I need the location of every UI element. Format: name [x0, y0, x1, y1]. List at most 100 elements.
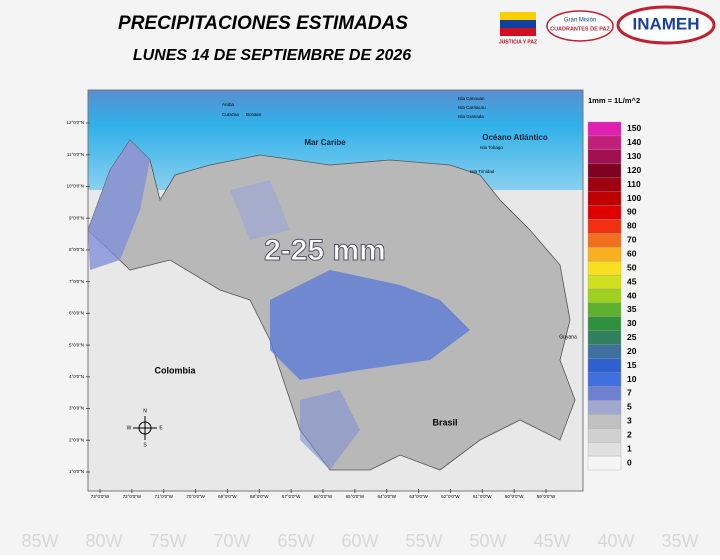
lat-tick-label: 2°0'0"N — [69, 437, 84, 442]
legend-label: 20 — [627, 346, 637, 356]
legend-label: 90 — [627, 207, 637, 217]
background-label: 45W — [533, 531, 570, 551]
legend-label: 2 — [627, 429, 632, 439]
legend-label: 30 — [627, 318, 637, 328]
lon-tick-label: 64°0'0"W — [377, 494, 396, 499]
island-label: Isla Canouan — [458, 96, 485, 101]
background-label: 35W — [661, 531, 698, 551]
country-label: Brasil — [432, 417, 457, 427]
legend-swatch — [587, 233, 622, 248]
legend-swatch — [587, 274, 622, 290]
logo-text: JUSTICIA Y PAZ — [499, 39, 537, 45]
compass-label: S — [143, 442, 147, 448]
legend-swatch — [587, 372, 622, 387]
compass: N E S W — [127, 408, 164, 448]
legend-label: 100 — [627, 193, 641, 203]
legend-label: 45 — [627, 276, 637, 286]
legend-label: 140 — [627, 137, 641, 147]
legend-swatch — [587, 121, 622, 137]
legend-label: 130 — [627, 151, 641, 161]
legend-label: 60 — [627, 248, 637, 258]
lat-tick-label: 5°0'0"N — [69, 342, 84, 347]
lon-tick-label: 63°0'0"W — [409, 494, 428, 499]
map-border — [87, 89, 584, 492]
legend-label: 50 — [627, 262, 637, 272]
island-label: Isla Tobago — [480, 145, 503, 150]
lon-tick-label: 62°0'0"W — [441, 494, 460, 499]
legend-swatch — [587, 344, 622, 359]
legend-swatch — [587, 302, 622, 318]
legend-label: 150 — [627, 123, 641, 133]
legend-label: 110 — [627, 179, 641, 189]
rain-area — [230, 180, 290, 240]
rain-area — [300, 390, 360, 470]
legend-swatch — [587, 177, 622, 192]
sea-label: Mar Caribe — [304, 138, 346, 147]
legend-label: 70 — [627, 235, 637, 245]
island-label: Aruba — [222, 102, 235, 107]
lat-tick-label: 10°0'0"N — [66, 184, 84, 189]
lat-tick-label: 7°0'0"N — [69, 279, 84, 284]
lat-tick-label: 6°0'0"N — [69, 311, 84, 316]
legend-swatch — [587, 261, 622, 276]
island-label: Bonaire — [246, 112, 262, 117]
lon-tick-label: 72°0'0"W — [123, 494, 142, 499]
legend-label: 25 — [627, 332, 637, 342]
date: LUNES 14 DE SEPTIEMBRE DE 2026 — [133, 47, 411, 64]
logo-ellipse — [546, 10, 614, 42]
logo-text: CUADRANTES DE PAZ — [550, 26, 610, 32]
logo-text: Gran Misión — [564, 18, 596, 24]
background-label: 75W — [149, 531, 186, 551]
legend-label: 7 — [627, 388, 632, 398]
lon-tick-label: 68°0'0"W — [250, 494, 269, 499]
lon-tick-label: 67°0'0"W — [282, 494, 301, 499]
legend-swatch — [587, 247, 622, 262]
background-label: 50W — [469, 531, 506, 551]
legend-swatch — [587, 219, 622, 234]
legend-swatch — [587, 205, 622, 220]
lon-tick-label: 73°0'0"W — [91, 494, 110, 499]
lat-tick-label: 12°0'0"N — [66, 120, 84, 125]
legend-swatch — [587, 414, 622, 429]
highlight-label: 2-25 mm — [264, 234, 386, 267]
background-label: 85W — [21, 531, 58, 551]
legend-label: 1 — [627, 443, 632, 453]
lon-tick-label: 59°0'0"W — [537, 494, 556, 499]
legend-swatch — [587, 316, 622, 331]
legend-swatch — [587, 149, 622, 164]
compass-label: N — [143, 408, 147, 414]
logo-text: INAMEH — [632, 14, 699, 33]
lon-tick-label: 66°0'0"W — [314, 494, 333, 499]
island-label: Isla Carriacou — [458, 105, 486, 110]
legend-label: 35 — [627, 304, 637, 314]
lat-tick-label: 9°0'0"N — [69, 215, 84, 220]
legend-swatch — [587, 358, 622, 373]
logos: JUSTICIA Y PAZ Gran Misión CUADRANTES DE… — [499, 5, 716, 45]
lat-tick-label: 1°0'0"N — [69, 469, 84, 474]
legend-label: 10 — [627, 374, 637, 384]
lon-tick-label: 70°0'0"W — [186, 494, 205, 499]
lon-tick-label: 69°0'0"W — [218, 494, 237, 499]
legend-swatch — [587, 455, 622, 471]
legend-swatch — [587, 288, 622, 304]
rain-area — [270, 270, 470, 380]
legend-label: 40 — [627, 290, 637, 300]
island-label: Isla Granada — [458, 114, 484, 119]
island-label: Isla Trinidad — [470, 169, 495, 174]
lat-tick-label: 11°0'0"N — [67, 152, 84, 157]
rain-area — [88, 140, 150, 270]
legend-swatch — [587, 163, 622, 178]
background-label: 60W — [341, 531, 378, 551]
country-label: Colombia — [154, 365, 196, 375]
legend-label: 15 — [627, 360, 637, 370]
legend-swatch — [587, 330, 622, 345]
legend-swatch — [587, 428, 622, 443]
flag-red — [500, 28, 536, 36]
legend-label: 5 — [627, 402, 632, 412]
compass-label: W — [127, 425, 132, 431]
legend-swatch — [587, 135, 622, 150]
dynamic: 12°0'0"N11°0'0"N10°0'0"N9°0'0"N8°0'0"N7°… — [66, 120, 641, 499]
lat-tick-label: 8°0'0"N — [69, 247, 84, 252]
legend-swatch — [587, 442, 622, 457]
compass-label: E — [159, 425, 163, 431]
